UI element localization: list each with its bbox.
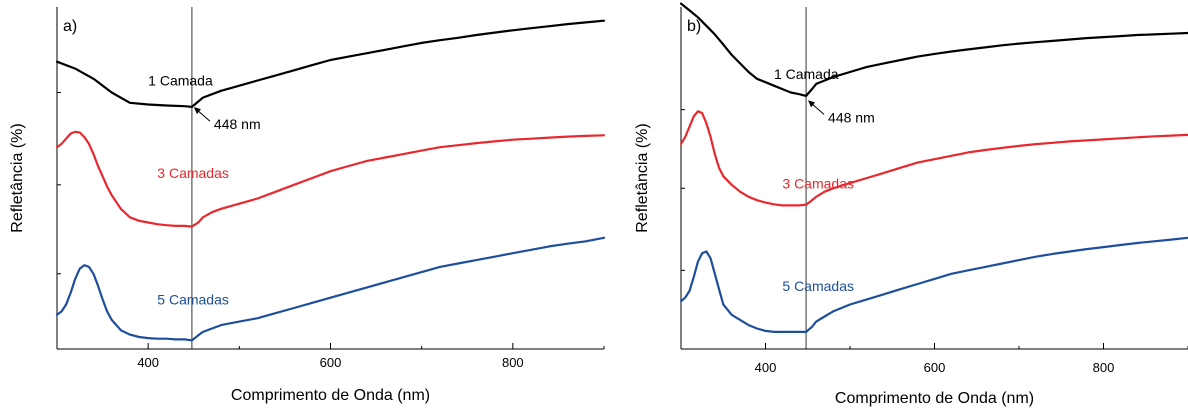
panel-label: a): [63, 18, 77, 35]
series-label: 3 Camadas: [157, 165, 229, 181]
annotation-arrowhead: [808, 100, 816, 108]
x-tick-label: 800: [1093, 360, 1115, 375]
series-line: [679, 2, 1188, 98]
x-tick-label: 400: [137, 355, 159, 370]
series-line: [679, 110, 1188, 207]
series-label: 1 Camada: [774, 66, 839, 82]
annotation-arrowhead: [193, 107, 201, 115]
annotation-label: 448 nm: [214, 116, 261, 132]
x-axis-title: Comprimento de Onda (nm): [835, 390, 1034, 407]
panel-label: b): [687, 18, 701, 35]
x-tick-label: 600: [924, 360, 946, 375]
series-label: 5 Camadas: [782, 278, 854, 294]
series-line: [55, 130, 606, 228]
annotation-label: 448 nm: [828, 109, 875, 125]
panel-a: 400 600 800 Comprimento de Onda (nm) Refletâ…: [9, 7, 606, 404]
series-label: 1 Camada: [148, 73, 213, 89]
series-label: 5 Camadas: [157, 292, 229, 308]
x-tick-label: 400: [755, 360, 777, 375]
x-axis-title: Comprimento de Onda (nm): [231, 387, 430, 404]
series-line: [55, 19, 606, 109]
x-tick-label: 600: [320, 355, 342, 370]
x-tick-label: 800: [502, 355, 524, 370]
y-axis-title: Refletância (%): [9, 123, 26, 232]
series-line: [679, 236, 1188, 333]
y-axis-title: Refletância (%): [634, 123, 651, 232]
series-line: [55, 236, 606, 342]
panel-b: 400 600 800 Comprimento de Onda (nm) Refletâ…: [634, 2, 1188, 407]
series-label: 3 Camadas: [782, 175, 854, 191]
